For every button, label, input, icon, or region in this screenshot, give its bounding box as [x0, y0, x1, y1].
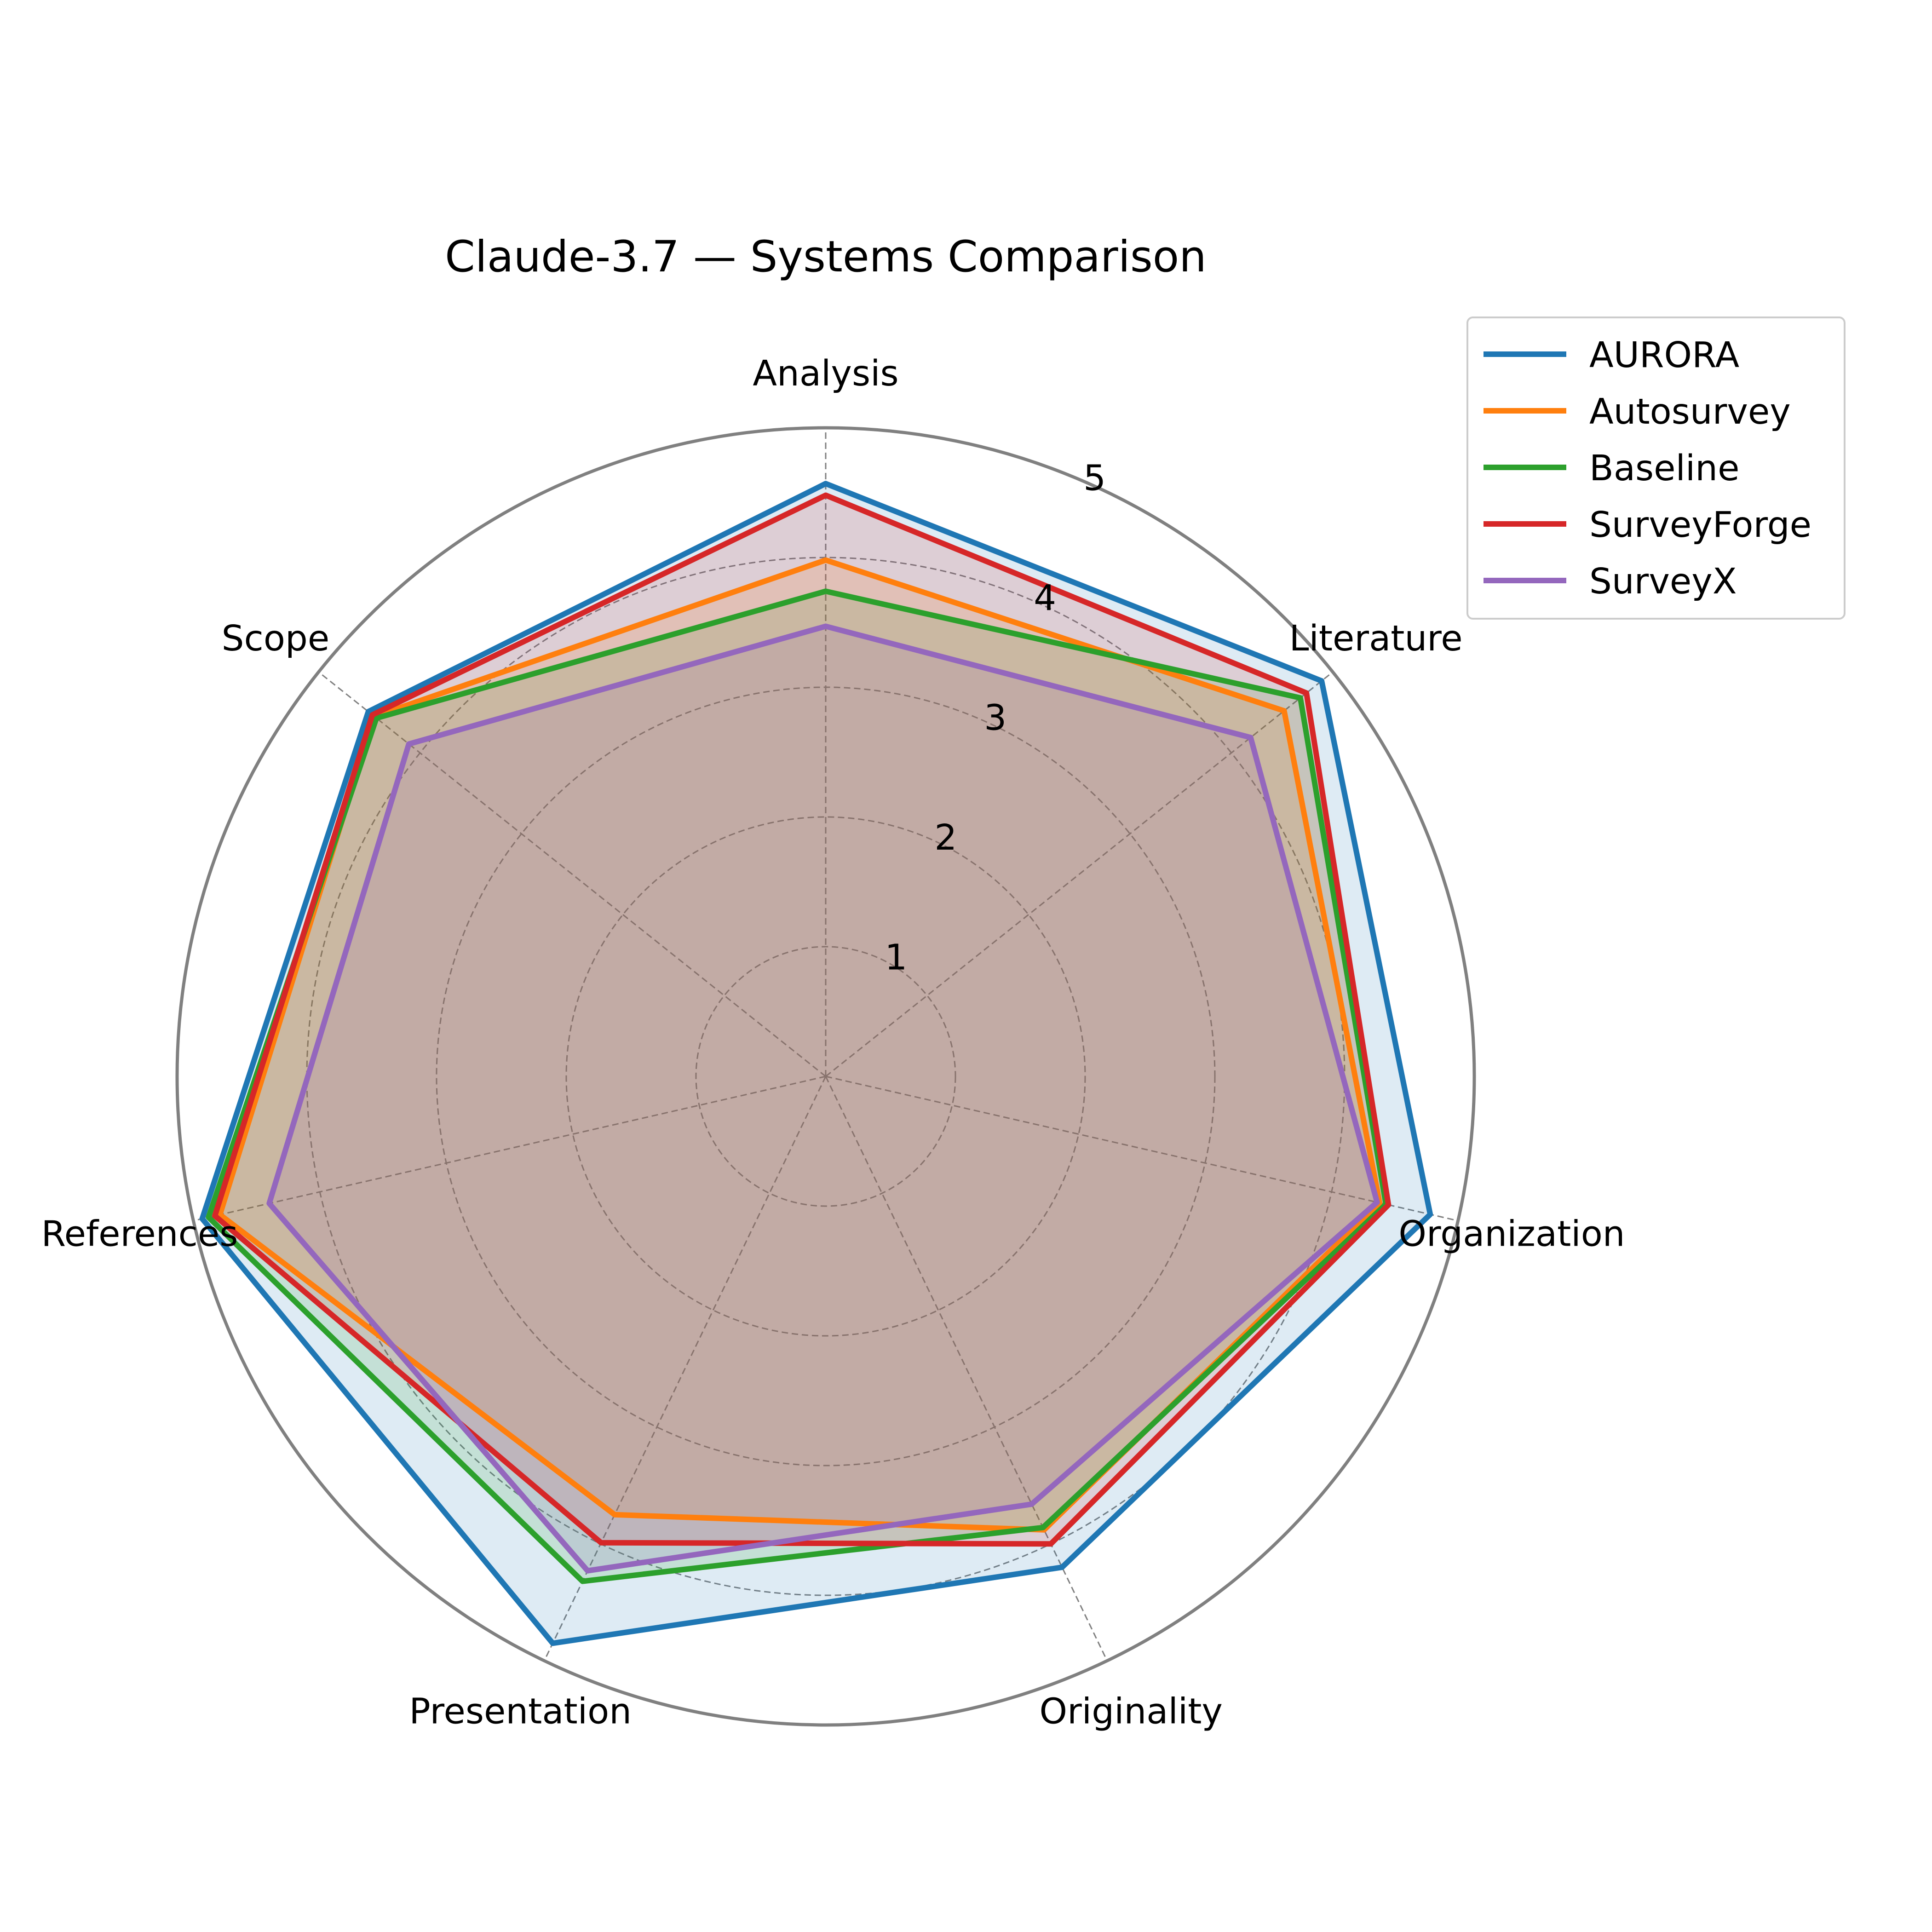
- legend-label: AURORA: [1589, 335, 1740, 376]
- series-line: [199, 481, 1433, 1646]
- axis-spoke: [318, 671, 826, 1077]
- series-fill: [220, 560, 1380, 1530]
- radar-grid: [175, 426, 1476, 1727]
- outer-frame-circle: [175, 426, 1476, 1727]
- series-fill: [215, 495, 1389, 1544]
- grid-circle: [565, 816, 1086, 1337]
- chart-title: Claude-3.7 — Systems Comparison: [445, 232, 1207, 282]
- radial-tick-labels: 1 2 3 4 5: [885, 458, 1106, 978]
- axis-spoke: [825, 1076, 1108, 1662]
- radial-tick-label: 5: [1083, 458, 1106, 499]
- axis-label: Literature: [1289, 618, 1463, 659]
- axis-label: Presentation: [409, 1691, 632, 1732]
- series-fill: [202, 483, 1431, 1644]
- grid-circle: [695, 946, 956, 1207]
- legend: AURORA Autosurvey Baseline SurveyForge Surve…: [1466, 316, 1846, 620]
- series-line: [206, 588, 1389, 1584]
- axis-spoke: [193, 1075, 826, 1222]
- radial-tick-label: 3: [984, 697, 1006, 738]
- legend-box: [1466, 316, 1846, 620]
- legend-label: SurveyX: [1589, 561, 1737, 602]
- axis-labels: Analysis Literature Organization Originalit…: [41, 353, 1625, 1732]
- axis-label: References: [41, 1213, 238, 1254]
- axis-spoke: [825, 1075, 1458, 1222]
- radial-tick-label: 4: [1034, 578, 1056, 619]
- axis-label: Organization: [1398, 1213, 1625, 1254]
- series-line: [266, 623, 1380, 1574]
- series-fill: [269, 626, 1377, 1571]
- axis-label: Scope: [222, 618, 330, 659]
- axis-label: Analysis: [753, 353, 898, 394]
- legend-label: Autosurvey: [1589, 391, 1791, 432]
- legend-label: SurveyForge: [1589, 505, 1811, 546]
- series-line: [212, 492, 1392, 1547]
- series-fill: [208, 591, 1386, 1581]
- radial-tick-label: 2: [934, 817, 957, 858]
- series-fills: [202, 483, 1431, 1644]
- radial-tick-label: 1: [885, 937, 907, 978]
- axis-label: Originality: [1040, 1691, 1223, 1732]
- axis-spoke: [543, 1076, 827, 1662]
- series-lines: [199, 481, 1433, 1646]
- legend-label: Baseline: [1589, 448, 1739, 489]
